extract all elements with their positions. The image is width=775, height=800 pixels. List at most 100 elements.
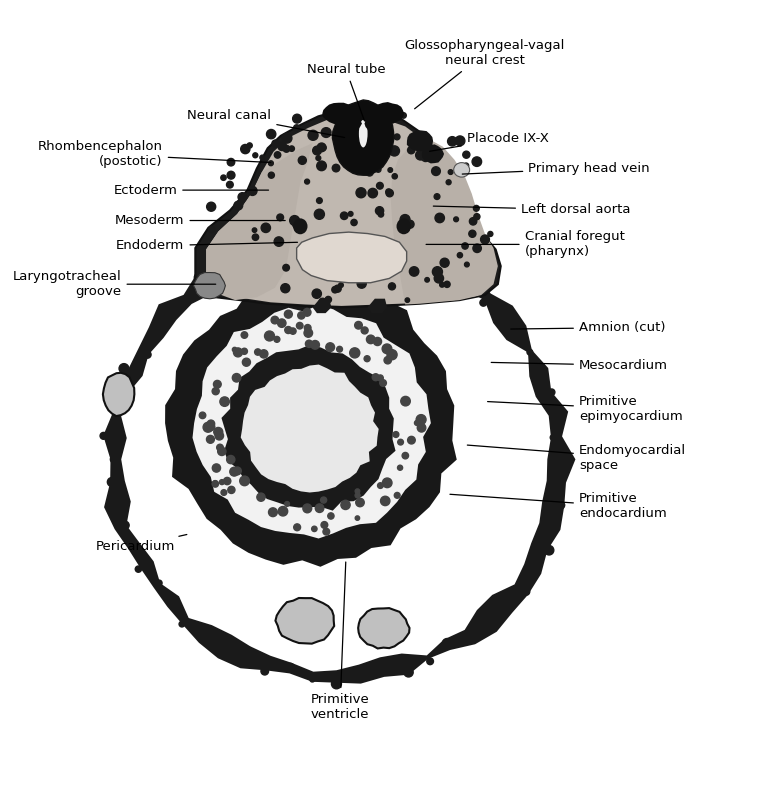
Circle shape: [219, 480, 225, 485]
PathPatch shape: [195, 109, 501, 307]
Circle shape: [382, 344, 392, 354]
Circle shape: [310, 677, 315, 682]
Circle shape: [432, 266, 443, 277]
Text: Pericardium: Pericardium: [95, 534, 187, 553]
PathPatch shape: [364, 115, 391, 133]
Circle shape: [268, 508, 277, 517]
Circle shape: [332, 286, 338, 293]
Circle shape: [427, 658, 433, 665]
Circle shape: [367, 335, 375, 344]
Circle shape: [281, 284, 290, 293]
Circle shape: [268, 172, 274, 178]
Circle shape: [207, 202, 215, 211]
Circle shape: [284, 310, 292, 318]
Text: Primitive
endocardium: Primitive endocardium: [450, 492, 666, 520]
Circle shape: [208, 226, 215, 233]
Circle shape: [389, 146, 399, 156]
Circle shape: [377, 482, 383, 489]
Circle shape: [219, 642, 229, 651]
PathPatch shape: [391, 138, 498, 305]
Circle shape: [398, 439, 404, 445]
Circle shape: [223, 478, 231, 485]
Circle shape: [480, 235, 490, 244]
Circle shape: [422, 154, 429, 162]
Circle shape: [356, 498, 364, 506]
Circle shape: [241, 332, 248, 338]
Circle shape: [264, 331, 274, 341]
Circle shape: [226, 455, 235, 464]
Circle shape: [217, 444, 223, 451]
Circle shape: [271, 316, 279, 324]
PathPatch shape: [322, 102, 355, 125]
Circle shape: [296, 322, 303, 329]
Circle shape: [144, 351, 151, 358]
Circle shape: [205, 626, 212, 633]
Circle shape: [308, 130, 318, 140]
Circle shape: [444, 282, 450, 287]
Text: Left dorsal aorta: Left dorsal aorta: [433, 203, 631, 216]
Circle shape: [253, 153, 258, 158]
Circle shape: [348, 211, 353, 216]
Circle shape: [315, 504, 324, 513]
Circle shape: [136, 566, 142, 572]
Circle shape: [110, 456, 118, 463]
Circle shape: [485, 618, 492, 626]
Text: Cranial foregut
(pharynx): Cranial foregut (pharynx): [426, 230, 625, 258]
Circle shape: [406, 220, 414, 228]
Circle shape: [277, 214, 284, 221]
Circle shape: [279, 507, 284, 513]
Circle shape: [107, 503, 112, 508]
Circle shape: [207, 420, 215, 427]
Circle shape: [315, 210, 325, 219]
Circle shape: [408, 436, 415, 444]
Circle shape: [328, 513, 334, 519]
Circle shape: [377, 375, 384, 381]
Circle shape: [294, 524, 301, 530]
Circle shape: [243, 358, 250, 366]
Circle shape: [305, 179, 309, 184]
Circle shape: [446, 180, 451, 185]
Circle shape: [464, 262, 469, 267]
Circle shape: [332, 239, 340, 247]
Circle shape: [274, 336, 280, 342]
Circle shape: [206, 435, 215, 443]
Circle shape: [212, 388, 219, 394]
PathPatch shape: [206, 143, 312, 300]
Circle shape: [114, 411, 121, 418]
Circle shape: [321, 522, 328, 528]
Circle shape: [480, 299, 487, 306]
Circle shape: [227, 158, 235, 166]
Ellipse shape: [359, 120, 367, 147]
Circle shape: [387, 350, 397, 360]
Circle shape: [261, 223, 270, 233]
Circle shape: [440, 258, 450, 267]
Circle shape: [289, 146, 294, 151]
Circle shape: [264, 251, 270, 257]
Circle shape: [272, 140, 279, 147]
Circle shape: [108, 478, 116, 486]
Circle shape: [247, 143, 253, 148]
PathPatch shape: [275, 598, 334, 644]
Circle shape: [355, 322, 362, 329]
Circle shape: [321, 145, 326, 150]
Circle shape: [394, 493, 400, 498]
Circle shape: [203, 422, 213, 432]
Circle shape: [368, 188, 377, 198]
Circle shape: [253, 228, 257, 232]
PathPatch shape: [422, 145, 444, 163]
Circle shape: [378, 212, 384, 217]
Circle shape: [522, 588, 530, 595]
Circle shape: [361, 327, 368, 334]
Circle shape: [303, 309, 311, 316]
Text: Ectoderm: Ectoderm: [113, 184, 269, 197]
PathPatch shape: [165, 285, 456, 566]
Circle shape: [245, 647, 251, 654]
Text: Glossopharyngeal-vagal
neural crest: Glossopharyngeal-vagal neural crest: [405, 39, 565, 109]
Circle shape: [352, 147, 357, 153]
Circle shape: [119, 364, 129, 374]
Circle shape: [339, 282, 343, 287]
Circle shape: [448, 137, 457, 146]
Circle shape: [227, 171, 235, 179]
Circle shape: [435, 214, 444, 222]
Circle shape: [317, 161, 326, 170]
